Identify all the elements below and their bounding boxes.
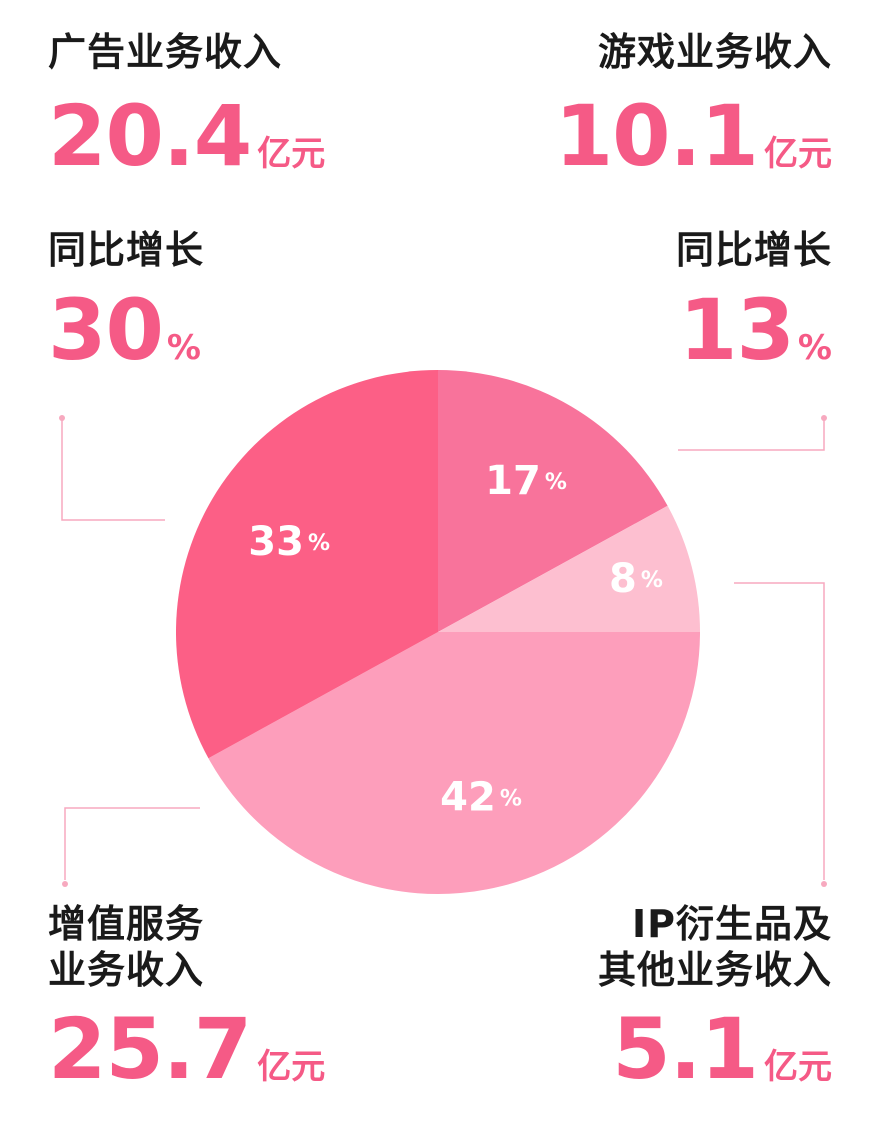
ad-growth-block: 同比增长 30% xyxy=(48,228,204,372)
connector-dot-right-bottom xyxy=(821,881,827,887)
vas-revenue-label-line1: 增值服务 xyxy=(48,902,205,946)
vas-revenue-value: 25.7 亿元 xyxy=(48,1007,325,1091)
vas-revenue-number: 25.7 xyxy=(48,1000,252,1099)
ip-revenue-unit: 亿元 xyxy=(764,1047,832,1088)
ad-revenue-block: 广告业务收入 20.4 亿元 xyxy=(48,30,325,178)
ad-growth-number: 30 xyxy=(48,280,164,379)
ip-revenue-block: IP衍生品及 其他业务收入 5.1 亿元 xyxy=(598,902,832,1091)
pie-slice-4 xyxy=(176,370,438,759)
vas-revenue-unit: 亿元 xyxy=(257,1047,326,1088)
game-revenue-label: 游戏业务收入 xyxy=(597,30,832,74)
ad-revenue-number: 20.4 xyxy=(48,86,252,185)
game-growth-label: 同比增长 xyxy=(675,228,832,272)
pie-slice-label-3: 42% xyxy=(440,774,522,820)
vas-revenue-block: 增值服务 业务收入 25.7 亿元 xyxy=(48,902,325,1091)
ad-growth-value: 30% xyxy=(48,288,204,372)
pie-slice-2 xyxy=(438,505,700,632)
ad-revenue-unit: 亿元 xyxy=(257,133,326,174)
ip-revenue-number: 5.1 xyxy=(612,1000,759,1099)
ad-revenue-label: 广告业务收入 xyxy=(48,30,283,74)
connector-dot-left-bottom xyxy=(62,881,68,887)
pie-slice-1 xyxy=(438,370,668,632)
ip-revenue-label-line1: IP衍生品及 xyxy=(632,902,832,946)
ad-revenue-value: 20.4 亿元 xyxy=(48,94,325,178)
game-growth-number: 13 xyxy=(679,280,795,379)
game-growth-unit: % xyxy=(797,327,832,368)
game-growth-value: 13% xyxy=(676,288,832,372)
ad-growth-unit: % xyxy=(166,327,201,368)
connector-right-top xyxy=(678,418,825,451)
ad-growth-label: 同比增长 xyxy=(48,228,205,272)
connector-left-bottom xyxy=(64,807,200,880)
vas-revenue-label-line2: 业务收入 xyxy=(48,947,205,992)
connector-left-top xyxy=(61,418,165,521)
pie-slice-3 xyxy=(208,632,700,894)
connector-lines xyxy=(59,415,827,887)
pie-slice-label-1: 17% xyxy=(485,458,567,504)
ip-revenue-label-line2: 其他业务收入 xyxy=(597,947,832,992)
game-revenue-unit: 亿元 xyxy=(764,133,832,174)
game-revenue-number: 10.1 xyxy=(554,86,759,185)
ip-revenue-value: 5.1 亿元 xyxy=(598,1007,832,1091)
pie-slice-label-2: 8% xyxy=(609,556,663,602)
game-revenue-value: 10.1 亿元 xyxy=(555,94,832,178)
game-growth-block: 同比增长 13% xyxy=(676,228,832,372)
game-revenue-block: 游戏业务收入 10.1 亿元 xyxy=(555,30,832,178)
connector-right-bottom xyxy=(734,582,825,880)
pie-slice-label-4: 33% xyxy=(248,519,330,565)
